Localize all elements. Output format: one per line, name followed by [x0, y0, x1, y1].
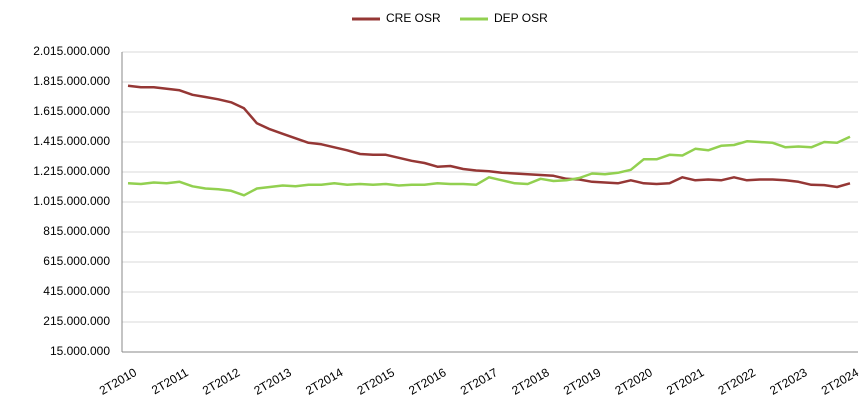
x-tick-label: 2T2020 — [613, 365, 656, 398]
legend-label: CRE OSR — [386, 11, 441, 25]
x-tick-label: 2T2022 — [716, 365, 759, 398]
y-tick-label: 815.000.000 — [43, 224, 110, 238]
x-tick-label: 2T2018 — [509, 365, 552, 398]
y-tick-label: 1.415.000.000 — [33, 134, 110, 148]
data-line — [127, 135, 851, 197]
x-tick-label: 2T2023 — [767, 365, 810, 398]
x-tick-label: 2T2015 — [355, 365, 398, 398]
y-tick-label: 215.000.000 — [43, 314, 110, 328]
y-tick-label: 615.000.000 — [43, 254, 110, 268]
y-tick-label: 15.000.000 — [50, 344, 110, 358]
legend-label: DEP OSR — [494, 11, 548, 25]
x-tick-label: 2T2010 — [97, 365, 140, 398]
y-tick-label: 1.615.000.000 — [33, 104, 110, 118]
y-tick-label: 1.815.000.000 — [33, 74, 110, 88]
x-tick-label: 2T2013 — [252, 365, 295, 398]
x-tick-label: 2T2017 — [458, 365, 501, 398]
y-tick-label: 1.015.000.000 — [33, 194, 110, 208]
x-tick-label: 2T2014 — [303, 365, 346, 398]
y-tick-label: 415.000.000 — [43, 284, 110, 298]
x-tick-label: 2T2024 — [819, 365, 859, 398]
x-tick-label: 2T2019 — [561, 365, 604, 398]
y-tick-label: 2.015.000.000 — [33, 44, 110, 58]
y-tick-label: 1.215.000.000 — [33, 164, 110, 178]
x-tick-label: 2T2021 — [664, 365, 707, 398]
x-tick-label: 2T2011 — [149, 365, 191, 397]
x-tick-label: 2T2016 — [406, 365, 449, 398]
x-tick-label: 2T2012 — [200, 365, 243, 398]
data-line — [127, 84, 851, 189]
